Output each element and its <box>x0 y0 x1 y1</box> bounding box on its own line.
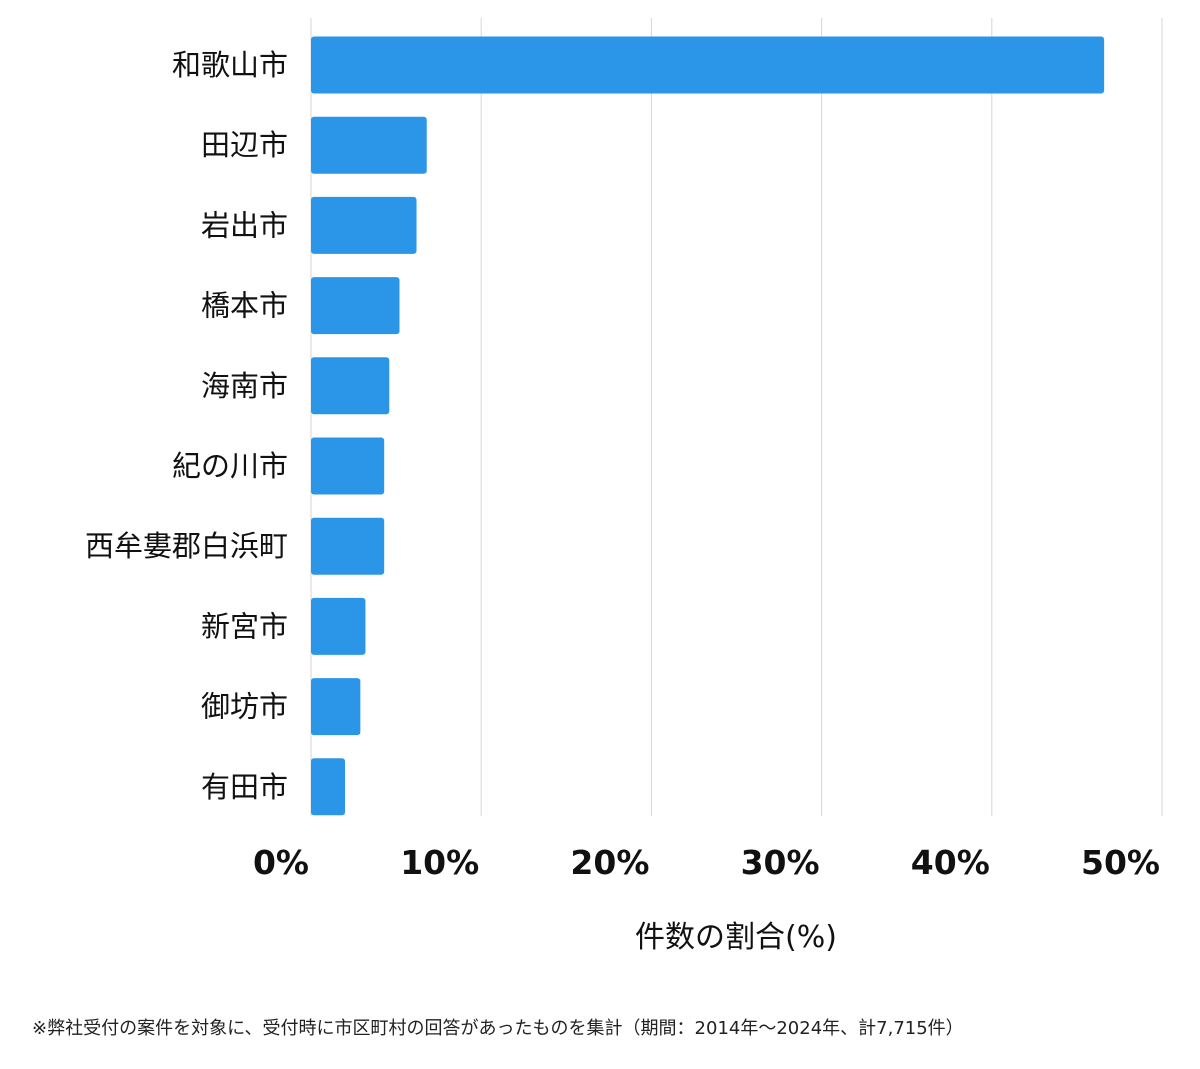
bar <box>311 437 385 495</box>
bar <box>311 196 417 254</box>
category-label: 新宮市 <box>201 609 288 643</box>
bar <box>311 357 390 415</box>
x-tick-label: 10% <box>400 843 479 882</box>
category-label: 橋本市 <box>201 289 288 323</box>
bar <box>311 517 385 575</box>
x-tick-label: 30% <box>741 843 820 882</box>
category-label: 田辺市 <box>201 128 288 162</box>
x-tick-label: 0% <box>253 843 309 882</box>
x-axis-title: 件数の割合(%) <box>635 920 837 955</box>
bar <box>311 678 361 736</box>
bar <box>311 277 400 335</box>
bar <box>311 758 346 816</box>
x-tick-label: 20% <box>570 843 649 882</box>
category-label: 岩出市 <box>201 208 288 242</box>
bar <box>311 36 1105 94</box>
x-tick-label: 50% <box>1081 843 1160 882</box>
footnote: ※弊社受付の案件を対象に、受付時に市区町村の回答があったものを集計（期間：201… <box>32 1018 964 1039</box>
category-label: 紀の川市 <box>172 449 288 483</box>
x-tick-labels: 0% 10% 20% 30% 40% 50% <box>253 843 1160 882</box>
bar <box>311 116 427 174</box>
bars <box>311 36 1105 816</box>
category-label: 西牟婁郡白浜町 <box>85 529 288 563</box>
bar <box>311 597 366 655</box>
category-label: 海南市 <box>201 369 288 403</box>
gridlines <box>310 18 1163 816</box>
x-tick-label: 40% <box>911 843 990 882</box>
category-label: 有田市 <box>201 770 288 804</box>
category-label: 御坊市 <box>201 690 288 724</box>
category-label: 和歌山市 <box>172 48 288 82</box>
